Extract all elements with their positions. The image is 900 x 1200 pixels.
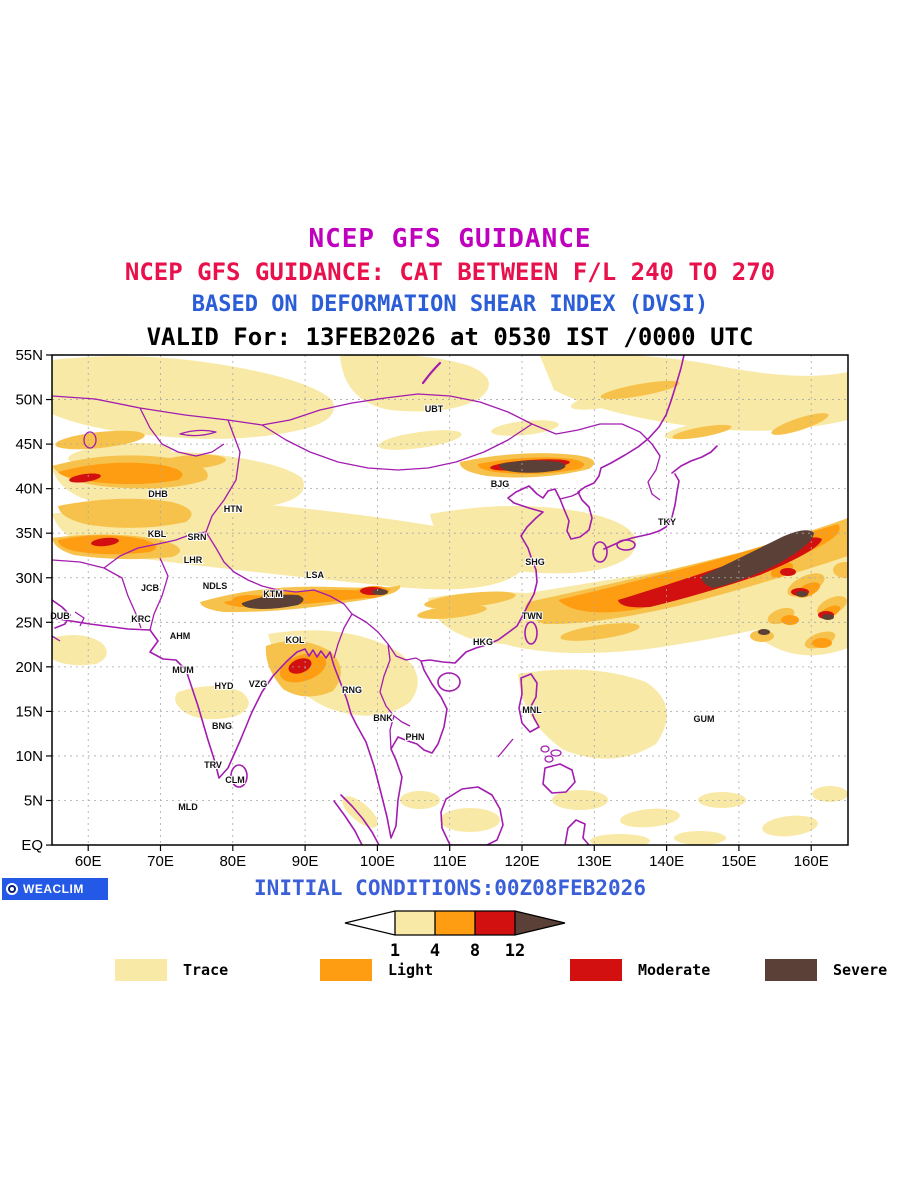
city-labels: UBT BJG TKY DHB HTN KBL SRN LHR JCB NDLS KTM LSA SHG… bbox=[49, 403, 715, 813]
city-label-mum: MUM bbox=[172, 665, 194, 675]
legend-item-light: Light bbox=[320, 959, 433, 981]
city-label-kol: KOL bbox=[286, 635, 306, 645]
page-title: NCEP GFS GUIDANCE bbox=[308, 224, 592, 254]
valid-time-line: VALID For: 13FEB2026 at 0530 IST /0000 U… bbox=[146, 323, 754, 351]
city-label-ahm: AHM bbox=[170, 631, 191, 641]
legend-label-trace: Trace bbox=[183, 961, 229, 979]
x-tick-label: 150E bbox=[721, 853, 756, 870]
city-label-srn: SRN bbox=[187, 532, 206, 542]
y-tick-label: 55N bbox=[15, 347, 43, 364]
y-tick-label: 30N bbox=[15, 570, 43, 587]
x-tick-label: 60E bbox=[75, 853, 102, 870]
subtitle-cat-levels: NCEP GFS GUIDANCE: CAT BETWEEN F/L 240 T… bbox=[124, 258, 776, 286]
y-tick-label: 45N bbox=[15, 436, 43, 453]
y-axis-labels: 55N 50N 45N 40N 35N 30N 25N 20N 15N 10N 5N EQ bbox=[15, 347, 43, 854]
legend-swatch-trace bbox=[115, 959, 167, 981]
city-label-lhr: LHR bbox=[184, 555, 203, 565]
weaclim-logo-text: WEACLIM bbox=[23, 882, 84, 896]
city-label-hyd: HYD bbox=[214, 681, 234, 691]
x-tick-label: 130E bbox=[577, 853, 612, 870]
legend-label-light: Light bbox=[388, 961, 434, 979]
city-label-rng: RNG bbox=[342, 685, 362, 695]
city-label-jcb: JCB bbox=[141, 583, 160, 593]
legend-label-severe: Severe bbox=[833, 961, 888, 979]
weaclim-logo[interactable]: WEACLIM bbox=[2, 878, 108, 900]
city-label-mld: MLD bbox=[178, 802, 198, 812]
turbulence-contours bbox=[52, 355, 848, 845]
turbulence-map: UBT BJG TKY DHB HTN KBL SRN LHR JCB NDLS KTM LSA SHG… bbox=[15, 347, 849, 870]
x-tick-label: 90E bbox=[292, 853, 319, 870]
colorbar-tick-12: 12 bbox=[505, 941, 525, 961]
legend-swatch-severe bbox=[765, 959, 817, 981]
city-label-hkg: HKG bbox=[473, 637, 493, 647]
city-label-bnk: BNK bbox=[373, 713, 393, 723]
initial-conditions-line: INITIAL CONDITIONS:00Z08FEB2026 bbox=[254, 876, 646, 900]
colorbar-tick-8: 8 bbox=[470, 941, 480, 961]
colorbar: 1 4 8 12 bbox=[344, 910, 566, 961]
colorbar-seg-moderate bbox=[475, 911, 515, 935]
city-label-vzg: VZG bbox=[249, 679, 268, 689]
city-label-trv: TRV bbox=[204, 760, 222, 770]
legend-swatch-light bbox=[320, 959, 372, 981]
y-tick-label: 40N bbox=[15, 481, 43, 498]
x-tick-label: 160E bbox=[794, 853, 829, 870]
city-label-ktm: KTM bbox=[263, 589, 283, 599]
x-tick-label: 70E bbox=[147, 853, 174, 870]
y-tick-label: 5N bbox=[24, 793, 43, 810]
legend-item-trace: Trace bbox=[115, 959, 228, 981]
city-label-dhb: DHB bbox=[148, 489, 168, 499]
x-axis-labels: 60E 70E 80E 90E 100E 110E 120E 130E 140E 150E 160E bbox=[75, 853, 829, 870]
colorbar-tip-severe bbox=[515, 911, 565, 935]
city-label-tky: TKY bbox=[658, 517, 676, 527]
colorbar-tip-low bbox=[345, 911, 395, 935]
weaclim-logo-icon bbox=[6, 883, 18, 895]
city-label-twn: TWN bbox=[522, 611, 543, 621]
city-label-kbl: KBL bbox=[148, 529, 167, 539]
y-tick-label: 35N bbox=[15, 525, 43, 542]
city-label-krc: KRC bbox=[131, 614, 151, 624]
colorbar-tick-4: 4 bbox=[430, 941, 440, 961]
coastlines-borders bbox=[52, 355, 718, 845]
city-label-gum: GUM bbox=[694, 714, 715, 724]
y-tick-label: 50N bbox=[15, 392, 43, 409]
city-label-ubt: UBT bbox=[425, 404, 444, 414]
city-label-bjg: BJG bbox=[491, 479, 510, 489]
city-label-bng: BNG bbox=[212, 721, 232, 731]
city-label-mnl: MNL bbox=[522, 705, 542, 715]
y-tick-label: EQ bbox=[21, 837, 43, 854]
x-tick-label: 100E bbox=[360, 853, 395, 870]
colorbar-tick-1: 1 bbox=[390, 941, 400, 961]
legend-item-moderate: Moderate bbox=[570, 959, 710, 981]
y-tick-label: 15N bbox=[15, 703, 43, 720]
axis-ticks bbox=[46, 354, 812, 851]
city-label-lsa: LSA bbox=[306, 570, 325, 580]
latlon-grid bbox=[52, 355, 848, 845]
legend-label-moderate: Moderate bbox=[638, 961, 711, 979]
x-tick-label: 120E bbox=[504, 853, 539, 870]
y-tick-label: 25N bbox=[15, 614, 43, 631]
legend-item-severe: Severe bbox=[765, 959, 887, 981]
colorbar-seg-light bbox=[435, 911, 475, 935]
subtitle-index: BASED ON DEFORMATION SHEAR INDEX (DVSI) bbox=[191, 292, 709, 317]
contour-level-severe bbox=[241, 460, 834, 635]
city-label-clm: CLM bbox=[225, 775, 245, 785]
city-label-shg: SHG bbox=[525, 557, 545, 567]
colorbar-seg-trace bbox=[395, 911, 435, 935]
legend-swatch-moderate bbox=[570, 959, 622, 981]
y-tick-label: 20N bbox=[15, 659, 43, 676]
x-tick-label: 110E bbox=[433, 853, 467, 870]
x-tick-label: 140E bbox=[649, 853, 684, 870]
city-label-ndls: NDLS bbox=[203, 581, 228, 591]
city-label-phn: PHN bbox=[405, 732, 424, 742]
y-tick-label: 10N bbox=[15, 748, 43, 765]
x-tick-label: 80E bbox=[219, 853, 246, 870]
city-label-htn: HTN bbox=[224, 504, 243, 514]
city-label-dub: DUB bbox=[50, 611, 70, 621]
